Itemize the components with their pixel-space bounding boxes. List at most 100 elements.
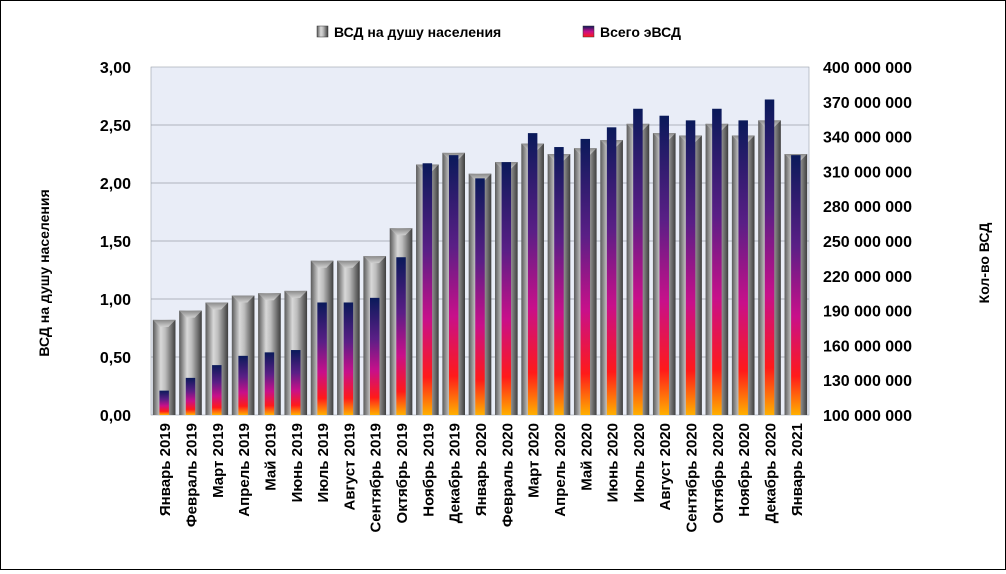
category-group <box>231 295 255 415</box>
category-group <box>363 256 387 415</box>
y-tick-label: 2,00 <box>100 176 131 193</box>
bar-total-evsd <box>343 302 354 415</box>
bar-total-evsd <box>712 108 722 415</box>
bar-vsd-per-capita-cap <box>258 293 281 301</box>
bar-vsd-per-capita-cap <box>337 260 360 268</box>
bar-total-evsd <box>764 99 775 415</box>
x-axis-ticks: Январь 2019 Февраль 2019 Март 2019 Апрель 2… <box>157 423 806 533</box>
legend-item-series-2: Всего эВСД <box>582 24 681 40</box>
y2-tick-label: 190 000 000 <box>823 304 912 321</box>
x-tick-label: Январь 2021 <box>789 423 806 516</box>
x-tick-label: Июнь 2019 <box>289 423 306 502</box>
bar-vsd-per-capita <box>231 295 255 415</box>
x-tick-label: Декабрь 2020 <box>763 423 780 523</box>
y-axis-right-label: Кол-во ВСД <box>976 223 992 304</box>
category-group <box>310 260 334 415</box>
bar-total-evsd <box>685 120 696 416</box>
bar-total-evsd <box>527 133 538 415</box>
category-group <box>152 319 176 415</box>
x-tick-label: Ноябрь 2019 <box>420 423 437 517</box>
bar-total-evsd <box>264 352 275 415</box>
category-group <box>626 108 650 415</box>
y2-tick-label: 160 000 000 <box>823 338 912 355</box>
y2-tick-label: 370 000 000 <box>823 95 912 112</box>
category-group <box>416 163 439 415</box>
x-tick-label: Январь 2020 <box>473 423 490 516</box>
y2-tick-label: 310 000 000 <box>823 164 912 181</box>
bar-total-evsd <box>554 147 564 416</box>
category-group <box>679 120 702 416</box>
bar-vsd-per-capita <box>179 310 202 415</box>
y-axis-left-label: ВСД на душу населения <box>36 189 52 356</box>
bar-vsd-per-capita-cap <box>310 260 334 268</box>
bars <box>152 99 808 416</box>
x-tick-label: Сентябрь 2019 <box>368 423 385 533</box>
y-tick-label: 2,50 <box>100 118 131 135</box>
bar-total-evsd <box>659 115 669 415</box>
bar-total-evsd <box>606 127 617 415</box>
x-tick-label: Октябрь 2019 <box>394 423 411 523</box>
legend-item-series-1: ВСД на душу населения <box>316 24 501 40</box>
category-group <box>258 293 281 415</box>
x-tick-label: Февраль 2019 <box>183 423 200 527</box>
bar-vsd-per-capita-cap <box>152 319 176 327</box>
x-tick-label: Октябрь 2020 <box>710 423 727 523</box>
bar-total-evsd <box>501 162 512 415</box>
category-group <box>337 260 360 415</box>
y-axis-right-ticks: 100 000 000 130 000 000 160 000 000 190 000… <box>823 60 912 425</box>
x-tick-label: Август 2019 <box>341 423 358 511</box>
bar-total-evsd <box>448 155 459 415</box>
category-group <box>205 302 229 415</box>
y-tick-label: 0,00 <box>100 408 131 425</box>
y2-tick-label: 130 000 000 <box>823 373 912 390</box>
category-group <box>521 133 544 415</box>
x-tick-label: Июль 2019 <box>315 423 332 503</box>
category-group <box>758 99 781 416</box>
bar-vsd-per-capita-cap <box>231 295 255 303</box>
category-group <box>652 115 676 415</box>
x-tick-label: Сентябрь 2020 <box>684 423 701 533</box>
category-group <box>573 138 597 416</box>
bar-total-evsd <box>317 302 327 415</box>
bar-vsd-per-capita-cap <box>389 228 413 236</box>
legend-label-series-2: Всего эВСД <box>600 24 681 40</box>
bar-vsd-per-capita-cap <box>468 173 492 181</box>
category-group <box>547 147 571 416</box>
x-tick-label: Апрель 2019 <box>236 423 253 517</box>
x-tick-label: Июнь 2020 <box>605 423 622 502</box>
x-tick-label: Май 2019 <box>262 423 279 491</box>
legend-swatch-series-1 <box>316 25 329 38</box>
x-tick-label: Март 2020 <box>526 423 543 498</box>
category-group <box>495 162 518 415</box>
legend-swatch-series-2 <box>582 25 595 38</box>
x-tick-label: Февраль 2020 <box>499 423 516 527</box>
y-tick-label: 3,00 <box>100 60 131 77</box>
bar-total-evsd <box>238 355 248 415</box>
bar-total-evsd <box>159 390 169 415</box>
category-group <box>468 173 492 415</box>
legend: ВСД на душу населения Всего эВСД <box>316 24 681 40</box>
y2-tick-label: 400 000 000 <box>823 60 912 77</box>
category-group <box>705 108 729 415</box>
category-group <box>179 310 202 415</box>
category-group <box>442 152 465 415</box>
bar-vsd-per-capita-cap <box>205 302 229 310</box>
bar-total-evsd <box>369 297 380 415</box>
category-group <box>784 154 808 415</box>
bar-total-evsd <box>475 178 485 415</box>
category-group <box>284 290 308 415</box>
bar-total-evsd <box>422 163 433 415</box>
bar-total-evsd <box>633 108 643 415</box>
y2-tick-label: 280 000 000 <box>823 199 912 216</box>
y2-tick-label: 220 000 000 <box>823 269 912 286</box>
y-tick-label: 1,00 <box>100 292 131 309</box>
bar-vsd-per-capita-cap <box>363 256 387 264</box>
bar-vsd-per-capita <box>152 319 176 415</box>
category-group <box>600 127 623 415</box>
bar-total-evsd <box>212 365 222 415</box>
bar-vsd-per-capita-cap <box>179 310 202 318</box>
x-tick-label: Март 2019 <box>210 423 227 498</box>
bar-total-evsd <box>738 120 748 416</box>
